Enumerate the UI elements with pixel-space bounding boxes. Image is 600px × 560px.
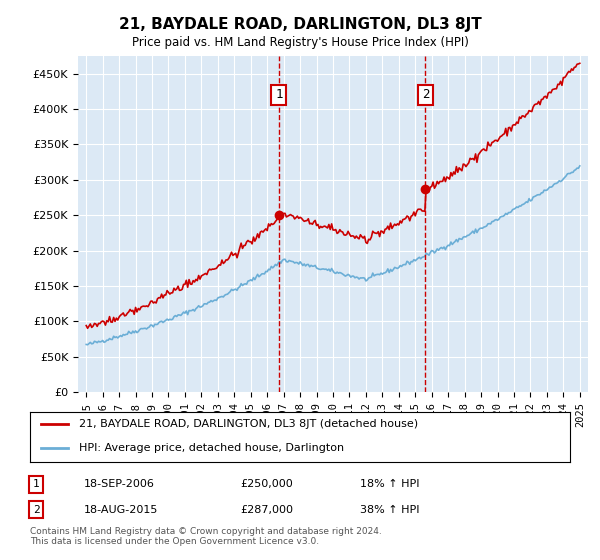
Text: Price paid vs. HM Land Registry's House Price Index (HPI): Price paid vs. HM Land Registry's House … bbox=[131, 36, 469, 49]
Text: HPI: Average price, detached house, Darlington: HPI: Average price, detached house, Darl… bbox=[79, 443, 344, 453]
Text: 38% ↑ HPI: 38% ↑ HPI bbox=[360, 505, 419, 515]
Text: 2: 2 bbox=[32, 505, 40, 515]
Text: 18-SEP-2006: 18-SEP-2006 bbox=[84, 479, 155, 489]
Text: 18-AUG-2015: 18-AUG-2015 bbox=[84, 505, 158, 515]
Text: 21, BAYDALE ROAD, DARLINGTON, DL3 8JT (detached house): 21, BAYDALE ROAD, DARLINGTON, DL3 8JT (d… bbox=[79, 419, 418, 429]
Text: 2: 2 bbox=[422, 88, 429, 101]
Text: 18% ↑ HPI: 18% ↑ HPI bbox=[360, 479, 419, 489]
Text: £250,000: £250,000 bbox=[240, 479, 293, 489]
Text: Contains HM Land Registry data © Crown copyright and database right 2024.
This d: Contains HM Land Registry data © Crown c… bbox=[30, 526, 382, 546]
Text: £287,000: £287,000 bbox=[240, 505, 293, 515]
Text: 1: 1 bbox=[275, 88, 283, 101]
Text: 1: 1 bbox=[32, 479, 40, 489]
Text: 21, BAYDALE ROAD, DARLINGTON, DL3 8JT: 21, BAYDALE ROAD, DARLINGTON, DL3 8JT bbox=[119, 17, 481, 32]
